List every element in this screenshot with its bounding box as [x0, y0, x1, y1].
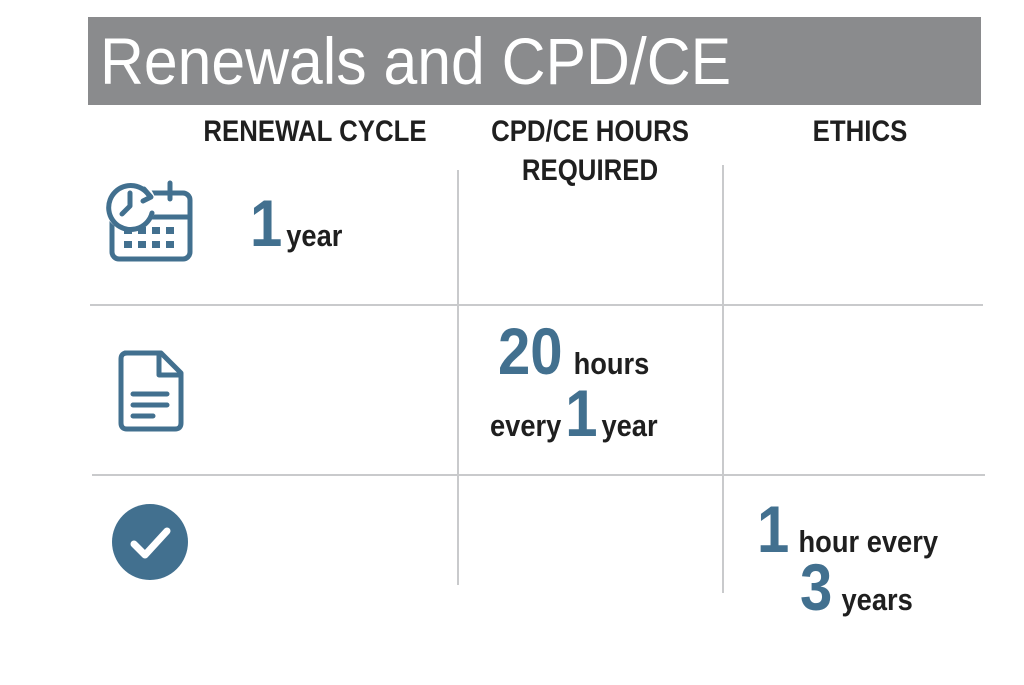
ethics-period-unit: years: [841, 582, 913, 617]
checkmark-circle-icon: [110, 502, 190, 582]
header-renewal-cycle: RENEWAL CYCLE: [203, 115, 427, 148]
hours-period-number: 1: [565, 376, 598, 450]
ethics-period-number: 3: [800, 550, 833, 624]
ethics-period-value: 3 years: [800, 554, 913, 620]
page-title: Renewals and CPD/CE: [100, 24, 732, 98]
divider-col1: [457, 170, 459, 585]
ethics-hours-value: 1 hour every: [757, 496, 938, 562]
divider-row2: [92, 474, 985, 476]
header-hours-line2: REQUIRED: [521, 154, 659, 187]
renewal-cycle-value: 1 year: [250, 190, 342, 256]
hours-period-value: every 1 year: [490, 380, 658, 446]
renewal-cycle-number: 1: [250, 186, 283, 260]
header-ethics: ETHICS: [812, 115, 908, 148]
divider-row1: [90, 304, 983, 306]
renewal-cycle-unit: year: [286, 218, 343, 253]
header-hours-line1: CPD/CE HOURS: [491, 115, 689, 148]
hours-period-every: every: [490, 408, 562, 443]
hours-required-value: 20 hours: [498, 318, 649, 384]
ethics-hours-unit: hour every: [798, 524, 939, 559]
calendar-clock-icon: [100, 175, 195, 265]
hours-period-unit: year: [601, 408, 658, 443]
title-bar: [88, 17, 981, 105]
hours-required-number: 20: [498, 314, 563, 388]
divider-col2: [722, 165, 724, 593]
hours-required-unit: hours: [573, 346, 650, 381]
document-icon: [115, 348, 187, 434]
ethics-hours-number: 1: [757, 492, 790, 566]
